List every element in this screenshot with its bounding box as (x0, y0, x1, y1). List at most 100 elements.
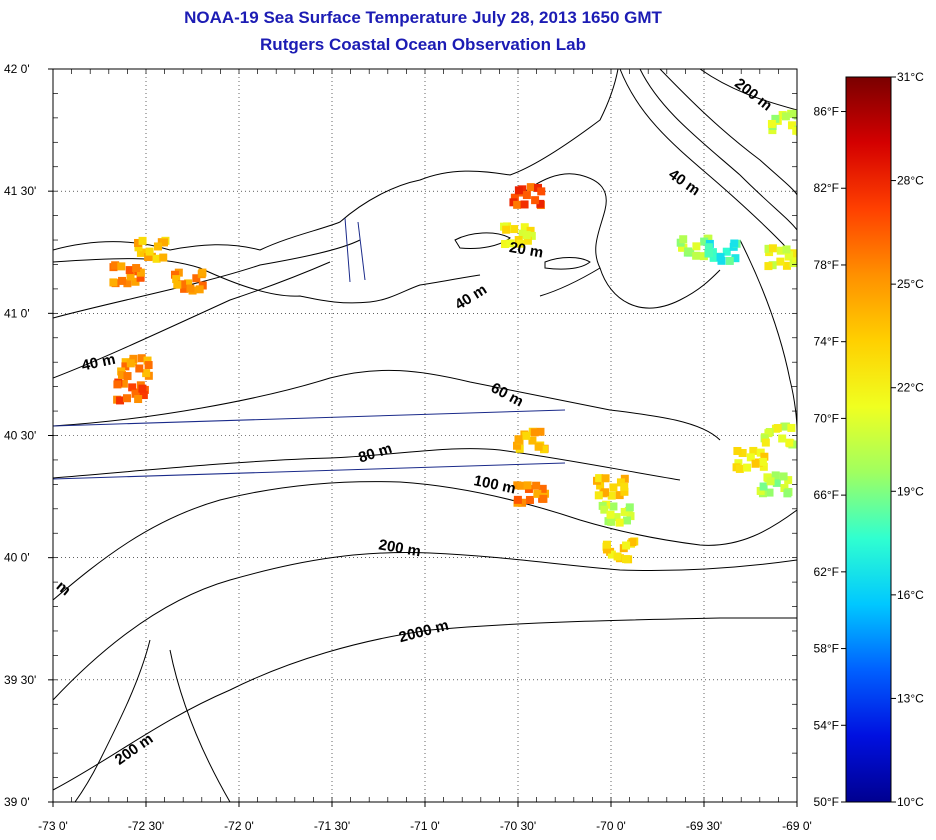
sst-pixel (612, 513, 621, 522)
sst-pixel (533, 489, 542, 498)
sst-pixel (779, 472, 788, 481)
sst-pixel (109, 278, 118, 287)
sst-pixel (704, 243, 713, 252)
sst-pixel (180, 284, 189, 293)
sst-pixel (692, 242, 701, 251)
sst-pixel (178, 280, 187, 289)
fahrenheit-tick-label: 70°F (814, 411, 839, 425)
sst-pixel (539, 494, 548, 503)
sst-pixel (125, 266, 134, 275)
sst-pixel (692, 251, 701, 260)
sst-pixel (159, 253, 168, 262)
sst-patch (500, 222, 536, 249)
lat-tick-label: 42 0' (4, 62, 30, 76)
lon-tick-label: -71 30' (314, 819, 350, 833)
coastline-and-contours (53, 69, 797, 802)
sst-pixel (766, 477, 775, 486)
sst-pixel (198, 268, 207, 277)
sst-pixel (759, 482, 768, 491)
sst-pixel (128, 383, 137, 392)
sst-pixel (135, 364, 144, 373)
contour-label: 40 m (665, 166, 703, 200)
fahrenheit-tick-label: 74°F (814, 335, 839, 349)
sst-pixel (138, 236, 147, 245)
celsius-tick-label: 31°C (897, 70, 924, 84)
sst-pixel (789, 109, 797, 118)
sst-pixel (781, 112, 790, 121)
sst-pixel (679, 243, 688, 252)
sst-pixel (192, 274, 201, 283)
sst-pixel (111, 261, 120, 270)
sst-pixel (144, 253, 153, 262)
sst-pixel (136, 273, 145, 282)
fahrenheit-tick-label: 54°F (814, 718, 839, 732)
sst-pixel (620, 482, 629, 491)
sst-pixel (700, 237, 709, 246)
sst-patch (756, 471, 793, 498)
celsius-tick-label: 13°C (897, 691, 924, 705)
sst-patch (598, 500, 635, 527)
sst-pixel (731, 254, 740, 263)
sst-pixel (523, 481, 532, 490)
contour-label: 100 m (472, 472, 517, 497)
chart-title: NOAA-19 Sea Surface Temperature July 28,… (184, 8, 662, 27)
colorbar (845, 76, 892, 803)
track-line (53, 462, 566, 480)
sst-pixel (514, 186, 523, 195)
sst-pixel (518, 498, 527, 507)
colorbar-ticks: 31°C 28°C 25°C 22°C 19°C 16°C 13°C 10°C 86°F 82°F… (814, 70, 925, 809)
sst-patch (704, 239, 741, 265)
sst-pixel (137, 354, 146, 363)
sst-pixel (615, 491, 624, 500)
sst-pixel (733, 446, 742, 455)
celsius-tick-label: 16°C (897, 588, 924, 602)
sst-pixel (132, 264, 141, 273)
sst-pixel (756, 448, 765, 457)
sst-pixel (136, 268, 145, 277)
contour-label: 2000 m (397, 617, 451, 647)
sst-pixel (722, 247, 731, 256)
celsius-tick-label: 19°C (897, 484, 924, 498)
sst-pixel (764, 262, 773, 271)
contour-label: 40 m (452, 281, 490, 314)
sst-pixel (145, 247, 154, 256)
sst-pixel (123, 372, 132, 381)
sst-patches (109, 109, 797, 564)
track-line (357, 221, 366, 281)
sst-pixel (116, 396, 125, 405)
sst-pixel (152, 254, 161, 263)
sst-pixel (536, 199, 545, 208)
lon-tick-label: -71 0' (410, 819, 440, 833)
sst-patch (767, 109, 797, 136)
sst-pixel (601, 474, 610, 483)
sst-pixel (784, 476, 793, 485)
sst-pixel (522, 231, 531, 240)
sst-pixel (139, 248, 148, 257)
sst-pixel (734, 459, 743, 468)
sst-pixel (743, 463, 752, 472)
sst-pixel (768, 126, 777, 135)
sst-pixel (528, 436, 537, 445)
sst-pixel (699, 252, 708, 261)
sst-pixel (787, 121, 796, 130)
sst-pixel (764, 429, 773, 438)
sst-pixel (596, 481, 605, 490)
sst-pixel (725, 256, 734, 265)
sst-pixel (626, 512, 635, 521)
sst-pixel (123, 279, 132, 288)
lon-tick-label: -70 30' (500, 819, 536, 833)
sst-pixel (501, 240, 510, 249)
fahrenheit-tick-label: 82°F (814, 181, 839, 195)
sst-pixel (705, 249, 714, 258)
sst-pixel (758, 457, 767, 466)
sst-pixel (518, 229, 527, 238)
lat-tick-label: 41 0' (4, 306, 30, 320)
sst-pixel (782, 261, 791, 270)
contour-label: 200 m (377, 536, 422, 560)
sst-pixel (622, 541, 631, 550)
contour-label: 200 m (112, 730, 157, 768)
sst-pixel (785, 251, 794, 260)
sst-pixel (783, 489, 792, 498)
lat-tick-label: 41 30' (4, 184, 36, 198)
sst-patch (732, 446, 769, 473)
